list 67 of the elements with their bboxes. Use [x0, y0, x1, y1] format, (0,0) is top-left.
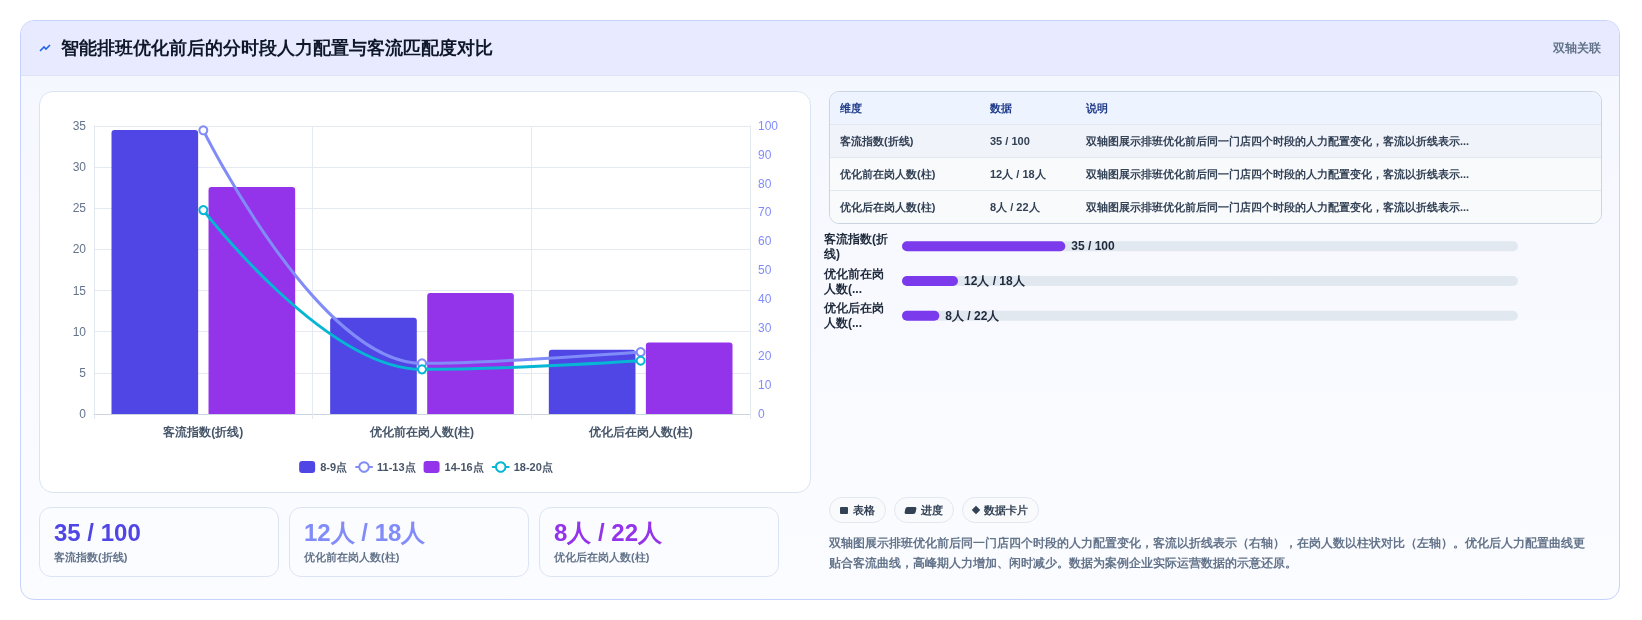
data-label: 8人 / 22人: [945, 308, 1001, 323]
point: [198, 205, 209, 216]
text: 维度: [839, 100, 863, 116]
legend-label: 18-20点: [513, 461, 553, 474]
bar: [645, 342, 733, 414]
y-tick-label: 25: [72, 201, 87, 216]
y-tick-label: 0: [79, 407, 87, 421]
text: 12人 / 18人: [304, 518, 427, 548]
point: [417, 364, 427, 375]
x-tick-label: 优化后在岗人数(柱): [587, 425, 693, 439]
text: 12人 / 18人: [990, 166, 1047, 182]
data-label: 12人 / 18人: [964, 274, 1026, 288]
text: 双轴图展示排班优化前后同一门店四个时段的人力配置变化，客流以折线表示...: [1086, 199, 1470, 215]
text: 优化后在岗人数(柱): [554, 550, 651, 565]
y-tick-label: 5: [79, 365, 87, 380]
point: [635, 355, 646, 366]
text: 优化前在岗人数(柱): [839, 166, 937, 182]
text: 双轴图展示排班优化前后同一门店四个时段的人力配置变化，客流以折线表示...: [1086, 166, 1470, 182]
y2-tick-label: 70: [758, 205, 772, 220]
text: 客流指数(折线): [839, 133, 915, 149]
y2-tick-label: 100: [758, 119, 779, 133]
text: 双轴图展示排班优化前后同一门店四个时段的人力配置变化，客流以折线表示...: [1086, 133, 1470, 149]
y-tick-label: 15: [72, 283, 87, 298]
y2-tick-label: 0: [758, 407, 765, 421]
y-tick-label: 10: [72, 324, 87, 339]
bar: [111, 130, 199, 414]
text: 35 / 100: [990, 135, 1031, 147]
legend-label: 14-16点: [444, 461, 484, 474]
data-label: 35 / 100: [1071, 239, 1116, 254]
text: 表格: [829, 497, 886, 523]
bar: [208, 186, 296, 414]
text: 说明: [1086, 100, 1108, 116]
text: 数据: [990, 100, 1013, 116]
point: [635, 347, 646, 358]
y2-tick-label: 90: [758, 147, 772, 162]
bar: [330, 317, 417, 414]
y-tick-label: 20: [72, 242, 87, 257]
text: 35 / 100: [54, 518, 142, 548]
category-label: 优化前在岗人数(...: [824, 266, 884, 296]
text: 8人 / 22人: [554, 518, 664, 548]
y2-tick-label: 60: [758, 234, 772, 249]
y2-tick-label: 80: [758, 176, 772, 191]
y2-tick-label: 30: [758, 320, 772, 335]
x-tick-label: 客流指数(折线): [162, 425, 244, 439]
point: [198, 125, 209, 136]
text: 智能排班优化前后的分时段人力配置与客流匹配度对比: [61, 37, 493, 60]
x-tick-label: 优化前在岗人数(柱): [369, 425, 474, 439]
bar: [427, 293, 514, 414]
legend-label: 8-9点: [320, 461, 348, 474]
legend-label: 11-13点: [377, 461, 416, 474]
y2-tick-label: 10: [758, 378, 772, 393]
text: 8人 / 22人: [990, 199, 1041, 215]
text: 优化后在岗人数(柱): [839, 199, 937, 215]
text: 双轴图展示排班优化前后同一门店四个时段的人力配置变化，客流以折线表示（右轴），在岗人数以柱状对比（左轴）。优化后人力配置曲线更贴合客流曲线，高峰期人力增加、闲时减少。数据为案例企业实际运营数据的示意还原。: [829, 535, 1586, 572]
y-tick-label: 35: [72, 119, 87, 133]
text: 客流指数(折线): [824, 231, 888, 261]
text: 进度: [894, 497, 954, 523]
text: 双轴关联: [1553, 39, 1601, 57]
bar: [548, 349, 636, 414]
category-label: 优化后在岗人数(...: [824, 301, 884, 331]
text: 优化前在岗人数(柱): [304, 550, 401, 565]
text: 数据卡片: [962, 497, 1039, 523]
text: 客流指数(折线): [54, 550, 129, 565]
y2-tick-label: 40: [758, 291, 772, 306]
y2-tick-label: 20: [758, 349, 772, 364]
y-tick-label: 30: [72, 160, 87, 175]
y2-tick-label: 50: [758, 263, 772, 277]
